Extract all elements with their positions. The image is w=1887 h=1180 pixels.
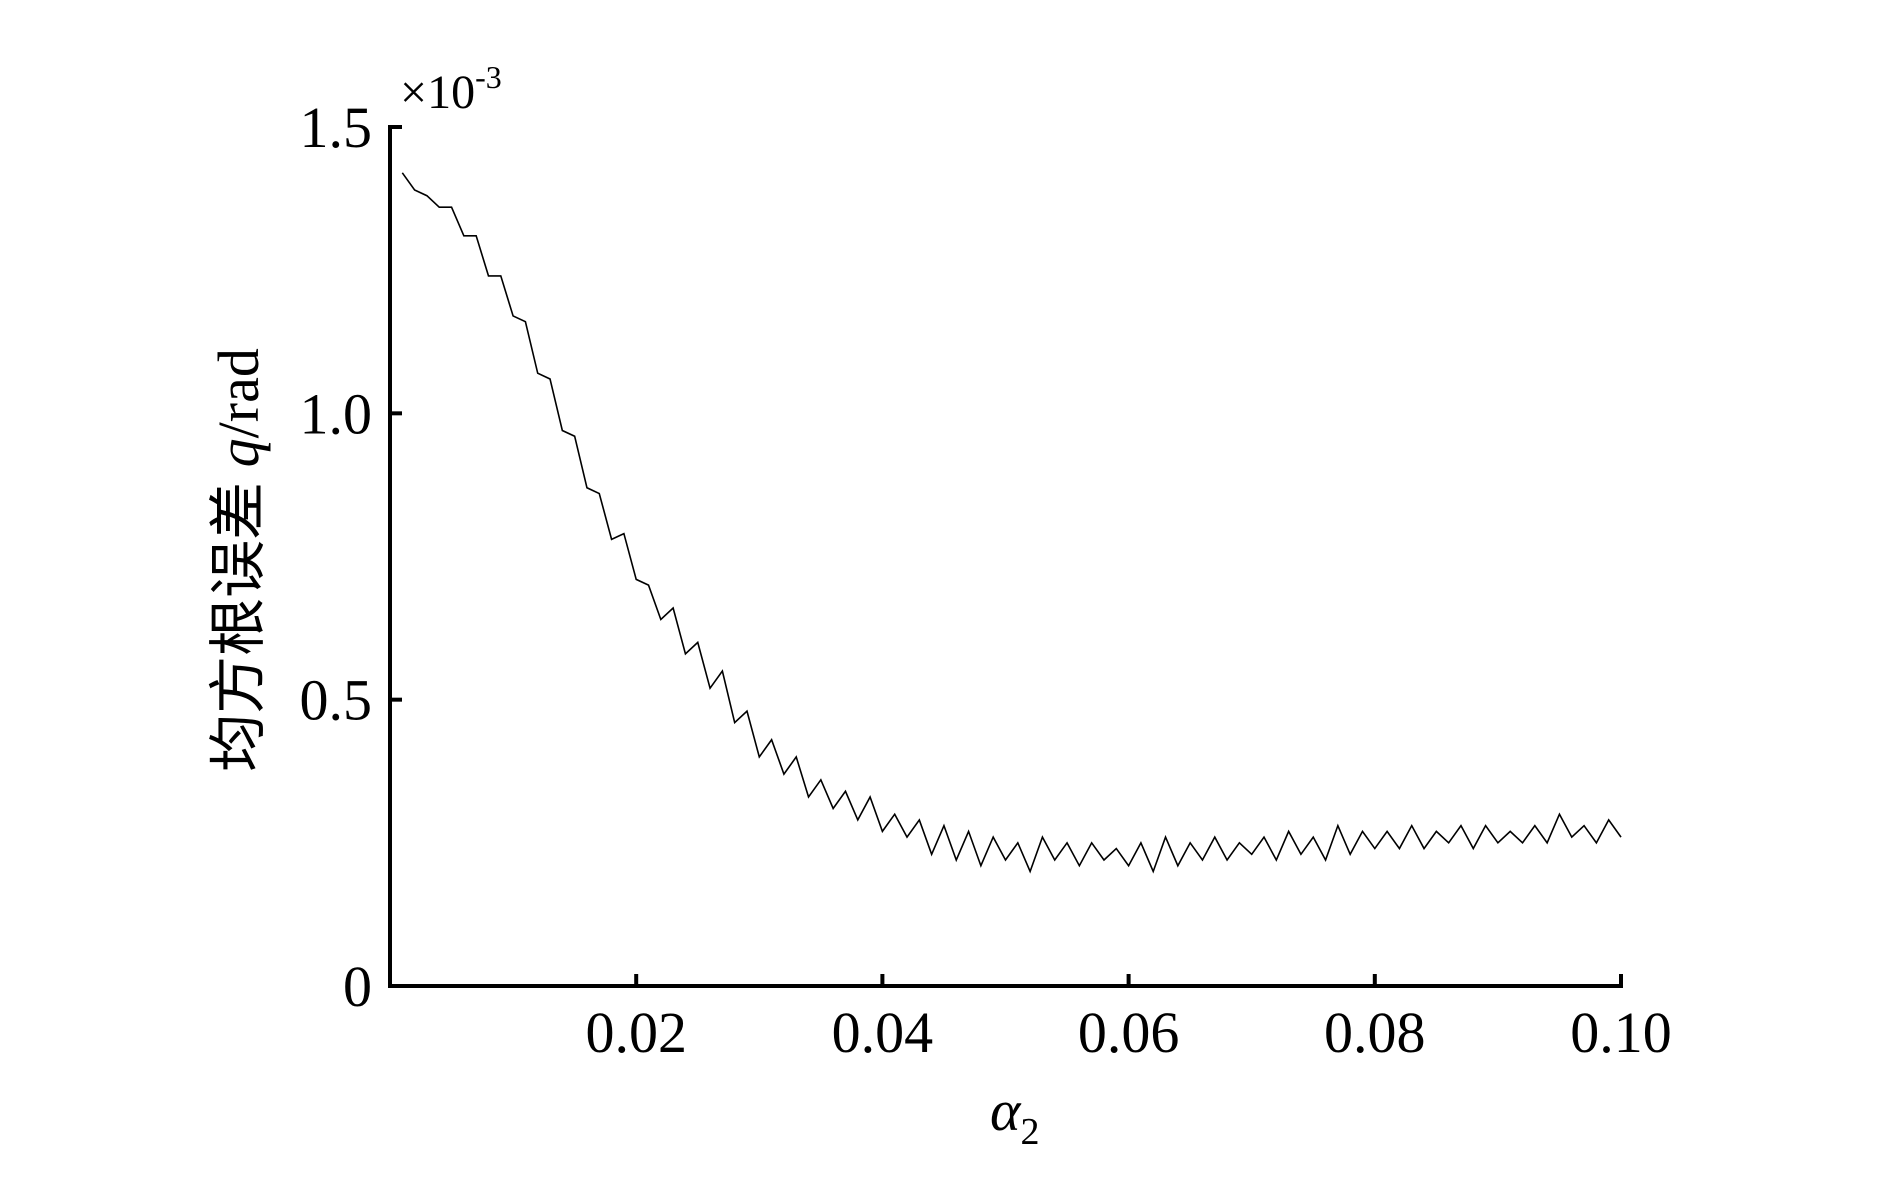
y-tick-label: 0.5 [300,668,373,733]
x-label-var: α [990,1078,1022,1143]
axis-multiplier: ×10-3 [400,59,502,119]
x-label-sub: 2 [1020,1111,1039,1153]
y-tick-label: 1.5 [300,95,373,160]
y-axis-label: 均方根误差 q/rad [206,348,271,772]
x-tick-label: 0.04 [832,1000,934,1065]
y-tick-label: 0 [343,954,372,1019]
x-tick-label: 0.02 [585,1000,687,1065]
multiplier-exponent: -3 [475,59,502,95]
x-tick-label: 0.10 [1570,1000,1672,1065]
y-label-unit: /rad [206,348,271,438]
y-label-var: q [206,438,271,467]
x-axis-label: α2 [990,1078,1039,1153]
x-tick-label: 0.06 [1078,1000,1180,1065]
y-label-text: 均方根误差 [206,467,271,772]
multiplier-base: ×10 [400,66,475,119]
x-tick-label: 0.08 [1324,1000,1426,1065]
y-tick-label: 1.0 [300,381,373,446]
data-line [401,172,1622,874]
